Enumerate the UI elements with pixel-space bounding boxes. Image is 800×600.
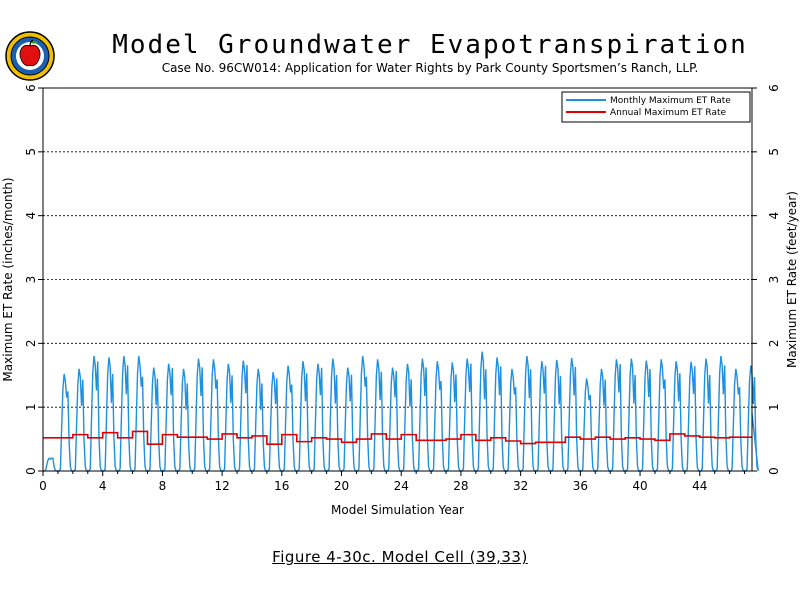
x-tick-label: 8: [159, 479, 167, 493]
y-tick-label-right: 5: [767, 148, 781, 156]
x-tick-label: 4: [99, 479, 107, 493]
chart-title: Model Groundwater Evapotranspiration: [112, 30, 748, 60]
x-tick-label: 28: [453, 479, 468, 493]
x-tick-label: 40: [632, 479, 647, 493]
x-tick-label: 24: [394, 479, 409, 493]
y-tick-label-left: 5: [24, 148, 38, 156]
y-tick-label-left: 3: [24, 276, 38, 284]
y-tick-label-right: 6: [767, 84, 781, 92]
y-tick-label-left: 1: [24, 403, 38, 411]
legend-label-annual: Annual Maximum ET Rate: [610, 108, 726, 118]
legend-box: [561, 91, 751, 123]
figure-caption-text: Figure 4-30c. Model Cell (39,33): [272, 548, 528, 566]
chart-subtitle: Case No. 96CW014: Application for Water …: [161, 61, 699, 75]
legend-label-monthly: Monthly Maximum ET Rate: [610, 96, 731, 106]
legend: Monthly Maximum ET Rate Annual Maximum E…: [561, 91, 751, 123]
figure-caption: Figure 4-30c. Model Cell (39,33): [0, 548, 800, 566]
series-layer: [43, 351, 759, 472]
y-tick-label-right: 4: [767, 212, 781, 220]
x-tick-label: 20: [334, 479, 349, 493]
x-tick-label: 44: [692, 479, 707, 493]
y-tick-label-left: 2: [24, 340, 38, 348]
y-tick-label-right: 3: [767, 276, 781, 284]
y-axis-label-left: Maximum ET Rate (inches/month): [1, 177, 15, 381]
y-tick-label-right: 1: [767, 403, 781, 411]
y-tick-label-left: 4: [24, 212, 38, 220]
y-axis-label-right: Maximum ET Rate (feet/year): [785, 191, 799, 368]
x-tick-label: 0: [39, 479, 47, 493]
x-tick-label: 16: [274, 479, 289, 493]
x-tick-label: 36: [573, 479, 588, 493]
apple-seal-icon: [4, 30, 56, 86]
y-tick-label-left: 6: [24, 84, 38, 92]
annual-et-series-line: [43, 430, 752, 445]
y-tick-label-left: 0: [24, 467, 38, 475]
monthly-et-series-line: [43, 351, 759, 472]
y-tick-label-right: 2: [767, 340, 781, 348]
y-tick-label-right: 0: [767, 467, 781, 475]
x-axis-label: Model Simulation Year: [331, 503, 464, 517]
x-tick-label: 12: [214, 479, 229, 493]
x-tick-label: 32: [513, 479, 528, 493]
